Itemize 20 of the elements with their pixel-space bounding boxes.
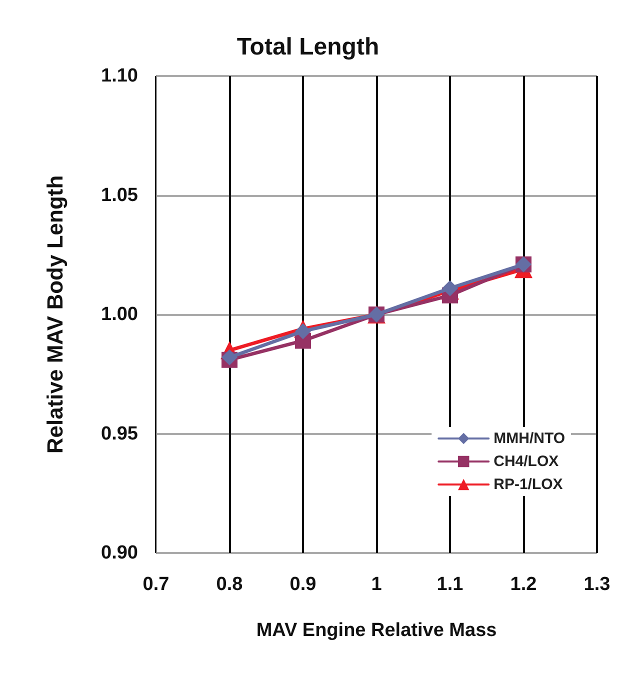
y-tick-label: 1.00 — [101, 304, 138, 325]
point — [442, 280, 458, 296]
x-tick-label: 0.8 — [216, 574, 243, 595]
legend-label: CH4/LOX — [494, 453, 559, 470]
chart-title: Total Length — [236, 34, 380, 60]
legend-label: MMH/NTO — [494, 430, 566, 447]
x-tick-label: 0.9 — [290, 574, 316, 595]
y-tick-label: 0.90 — [101, 542, 138, 564]
x-axis-title: MAV Engine Relative Mass — [256, 620, 497, 641]
point — [295, 323, 311, 340]
legend-label: RP-1/LOX — [494, 476, 563, 493]
x-tick-label: 1 — [371, 574, 382, 595]
y-axis-title: Relative MAV Body Length — [42, 175, 68, 454]
y-tick-label: 1.05 — [101, 184, 138, 206]
x-tick-label: 1.2 — [510, 574, 537, 595]
x-tick-label: 1.1 — [436, 574, 464, 595]
y-tick-label: 1.10 — [101, 66, 138, 86]
x-tick-label: 0.7 — [142, 574, 170, 595]
x-tick-label: 1.3 — [584, 574, 610, 595]
y-tick-label: 0.95 — [101, 423, 138, 444]
